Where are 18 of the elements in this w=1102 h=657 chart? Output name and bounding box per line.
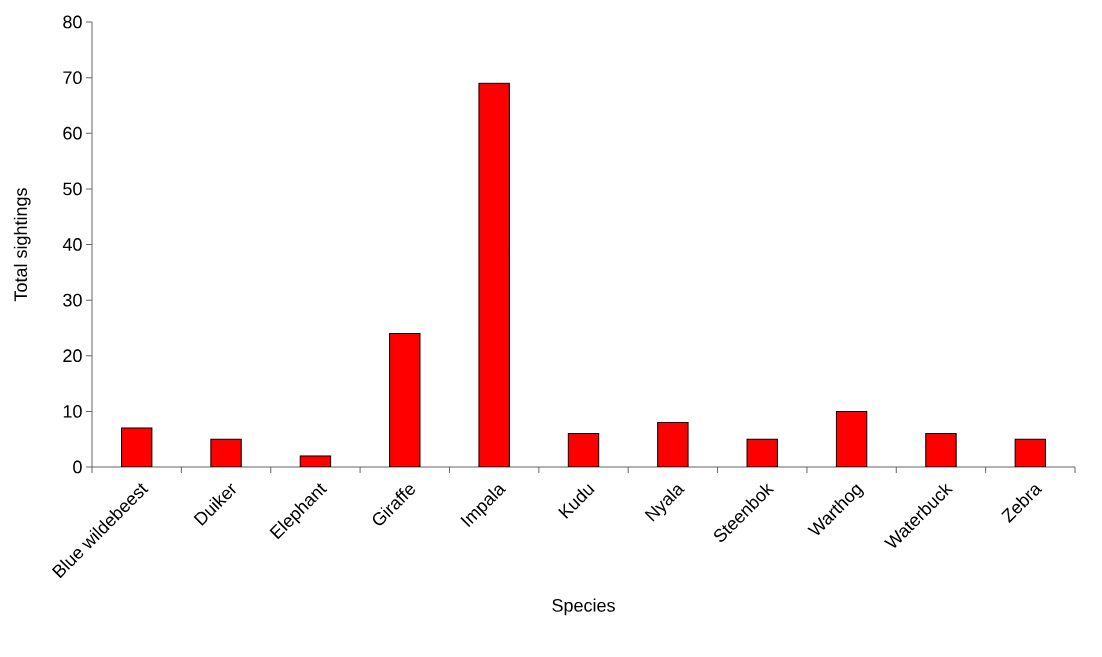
bar — [925, 433, 957, 467]
y-tick-label: 0 — [73, 460, 82, 474]
bar — [567, 433, 600, 467]
y-tick-label: 30 — [63, 293, 82, 307]
y-axis-title: Total sightings — [13, 188, 31, 302]
x-axis-title: Species — [552, 598, 615, 616]
y-tick-label: 40 — [62, 238, 82, 251]
bar — [389, 333, 421, 467]
y-tick-label: 20 — [63, 349, 82, 363]
bar — [478, 82, 510, 467]
y-tick-label: 10 — [63, 404, 82, 418]
y-tick-label: 80 — [63, 15, 82, 29]
bar — [835, 410, 868, 467]
bar — [121, 427, 153, 467]
y-tick-label: 70 — [63, 71, 82, 84]
bar — [657, 422, 689, 467]
y-tick-label: 50 — [63, 182, 82, 196]
y-tick-label: 60 — [63, 126, 82, 140]
